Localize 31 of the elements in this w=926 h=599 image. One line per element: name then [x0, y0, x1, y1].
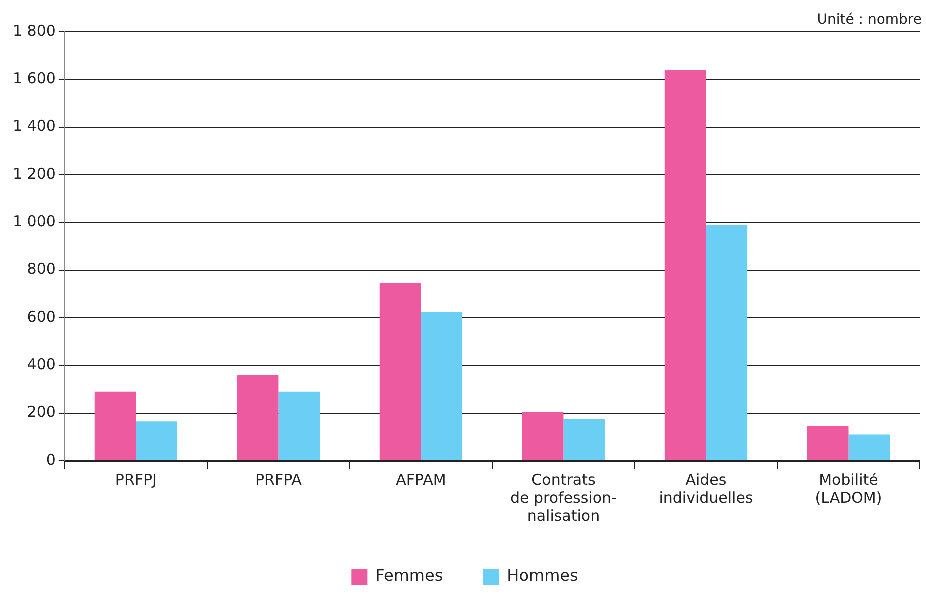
y-tick-label: 1 000: [12, 212, 56, 231]
legend-label: Femmes: [376, 566, 444, 586]
y-tick-label: 1 200: [12, 164, 56, 183]
y-tick-label: 600: [27, 308, 56, 326]
bar: [94, 392, 136, 460]
bar: [522, 412, 564, 460]
bar: [848, 434, 890, 460]
x-tick-label: PRFPJ: [115, 470, 157, 489]
bar: [664, 70, 706, 460]
bar: [136, 422, 178, 460]
legend-label: Hommes: [507, 566, 578, 586]
x-tick-label: Aides individuelles: [659, 470, 754, 507]
y-tick-label: 200: [27, 403, 56, 422]
bar: [807, 426, 849, 460]
bar: [421, 312, 463, 460]
x-tick-label: AFPAM: [396, 470, 446, 489]
x-tick-label: Mobilité (LADOM): [815, 470, 882, 507]
y-tick-label: 0: [46, 450, 56, 469]
x-tick-label: PRFPA: [255, 470, 303, 489]
y-tick-label: 1 800: [12, 22, 56, 40]
y-tick-label: 400: [27, 356, 56, 374]
y-tick-label: 1 400: [12, 117, 56, 136]
bar: [706, 225, 748, 460]
bar: [564, 419, 606, 460]
bar: [278, 392, 320, 460]
bar: [380, 283, 422, 460]
x-tick-label: Contrats de profession- nalisation: [510, 470, 617, 525]
y-tick-label: 1 600: [12, 70, 56, 88]
y-tick-label: 800: [27, 260, 56, 278]
bar: [237, 375, 279, 460]
text: Unité : nombre: [817, 12, 922, 28]
